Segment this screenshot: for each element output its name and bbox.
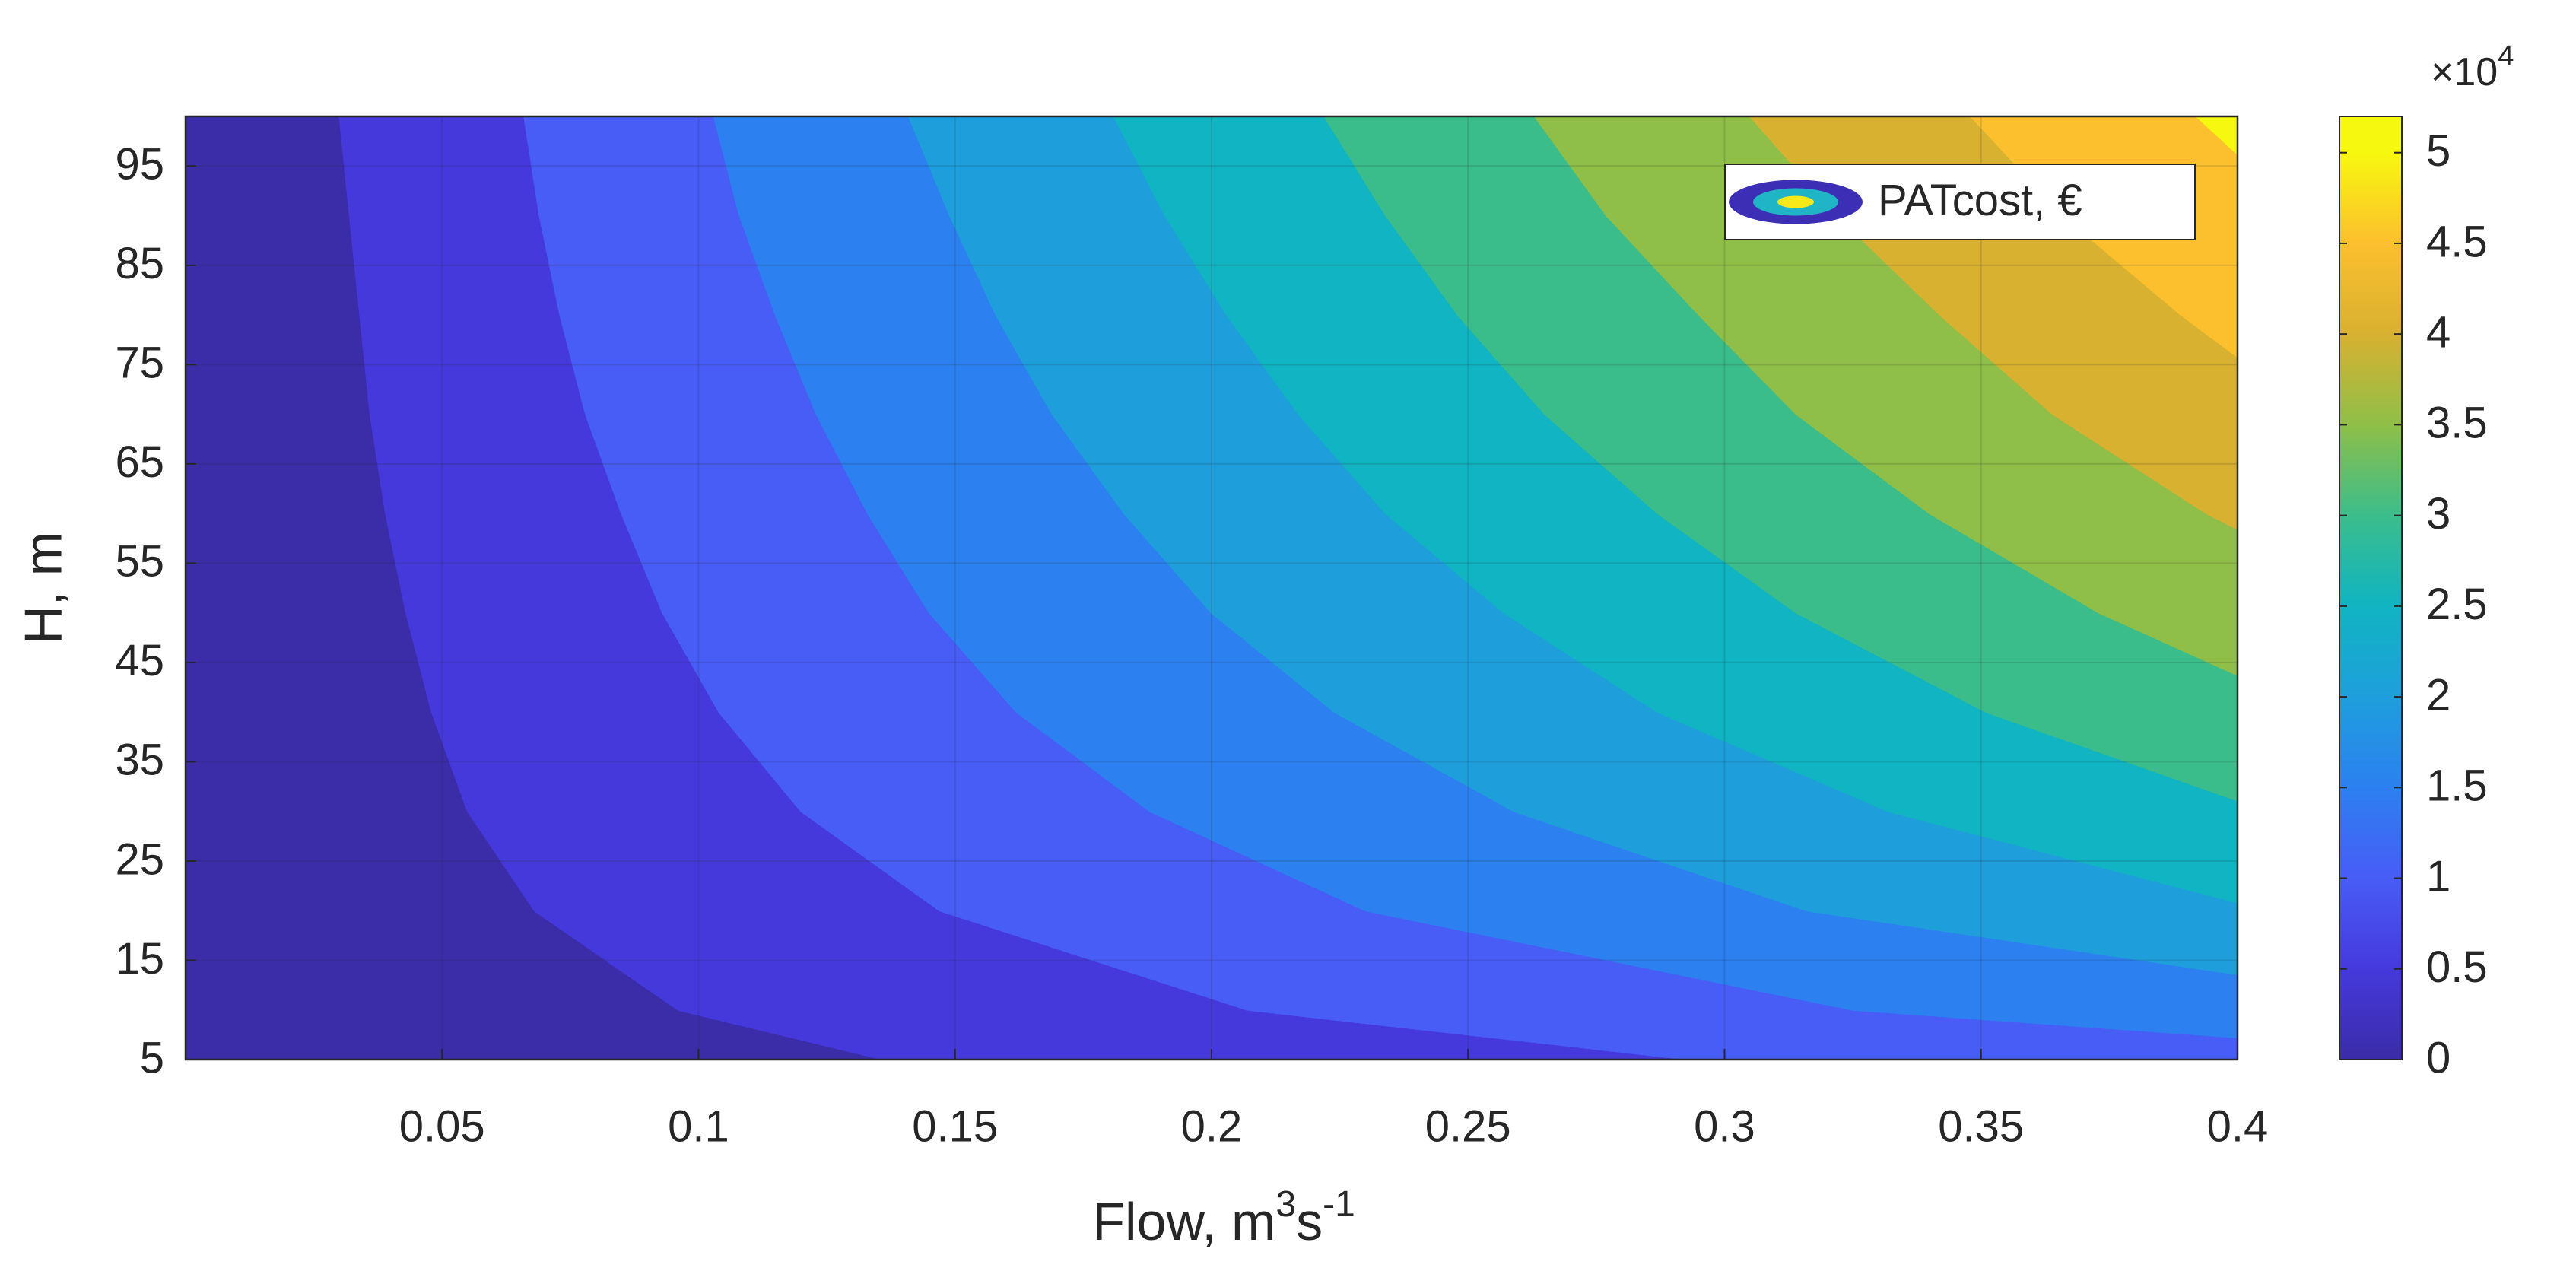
contour-edge xyxy=(1323,116,2238,802)
colorbar-tick-label: 2 xyxy=(2426,670,2451,720)
colorbar-exponent: 4 xyxy=(2498,40,2514,72)
legend-label: PATcost, € xyxy=(1878,176,2082,225)
contour-edge xyxy=(523,116,1689,1060)
y-axis-label: H, m xyxy=(13,532,72,644)
plot-frame xyxy=(184,115,2239,1061)
colorbar-multiplier-base: ×10 xyxy=(2431,50,2498,94)
contour-edge xyxy=(1534,116,2238,676)
y-tick-label: 15 xyxy=(115,934,164,984)
contour-edge xyxy=(908,116,2238,975)
colorbar-tick-label: 4.5 xyxy=(2426,217,2488,266)
x-tick-label: 0.1 xyxy=(668,1101,729,1151)
colorbar-tick-label: 0 xyxy=(2426,1033,2451,1082)
colorbar-tick-label: 3.5 xyxy=(2426,399,2488,448)
contour-edge xyxy=(1749,116,2238,530)
x-axis-label-part: Flow, m xyxy=(1092,1192,1275,1251)
y-tick-label: 5 xyxy=(140,1033,164,1082)
x-tick-label: 0.35 xyxy=(1938,1101,2024,1151)
colorbar-tick-label: 0.5 xyxy=(2426,942,2488,992)
y-tick-label: 25 xyxy=(115,834,164,884)
y-tick-label: 95 xyxy=(115,140,164,189)
contour-edge xyxy=(713,116,2238,1038)
axes: 0.05 0.1 0.15 0.2 0.25 0.3 0.35 0.4515253545556… xyxy=(13,40,2514,1251)
legend-icon xyxy=(1777,195,1814,208)
x-axis-label: Flow, m3s-1 xyxy=(1092,1184,1355,1252)
colorbar-tick-label: 1.5 xyxy=(2426,761,2488,811)
colorbar-tick-label: 4 xyxy=(2426,307,2451,357)
x-tick-label: 0.2 xyxy=(1181,1101,1243,1151)
colorbar-tick-label: 3 xyxy=(2426,489,2451,539)
colorbar-multiplier: ×104 xyxy=(2431,40,2514,94)
y-tick-label: 45 xyxy=(115,636,164,685)
colorbar-tick-label: 5 xyxy=(2426,126,2451,176)
plot-area xyxy=(186,116,2238,1060)
contour-edge xyxy=(1970,116,2238,358)
x-tick-label: 0.05 xyxy=(399,1101,485,1151)
y-tick-label: 75 xyxy=(115,338,164,388)
y-tick-label: 35 xyxy=(115,736,164,785)
x-tick-label: 0.25 xyxy=(1425,1101,1511,1151)
x-tick-label: 0.3 xyxy=(1694,1101,1755,1151)
x-tick-label: 0.15 xyxy=(912,1101,998,1151)
x-tick-label: 0.4 xyxy=(2207,1101,2269,1151)
x-axis-label-sup: -1 xyxy=(1323,1184,1355,1225)
y-tick-label: 65 xyxy=(115,437,164,487)
colorbar-tick-label: 2.5 xyxy=(2426,580,2488,629)
y-tick-label: 55 xyxy=(115,537,164,586)
contour-edge xyxy=(338,116,884,1060)
x-axis-label-sup: 3 xyxy=(1275,1184,1296,1225)
colorbar-tick-label: 1 xyxy=(2426,852,2451,901)
x-axis-label-part: s xyxy=(1296,1192,1323,1251)
contour-edge xyxy=(1113,116,2238,904)
y-tick-label: 85 xyxy=(115,239,164,288)
colorbar xyxy=(2339,116,2403,1060)
